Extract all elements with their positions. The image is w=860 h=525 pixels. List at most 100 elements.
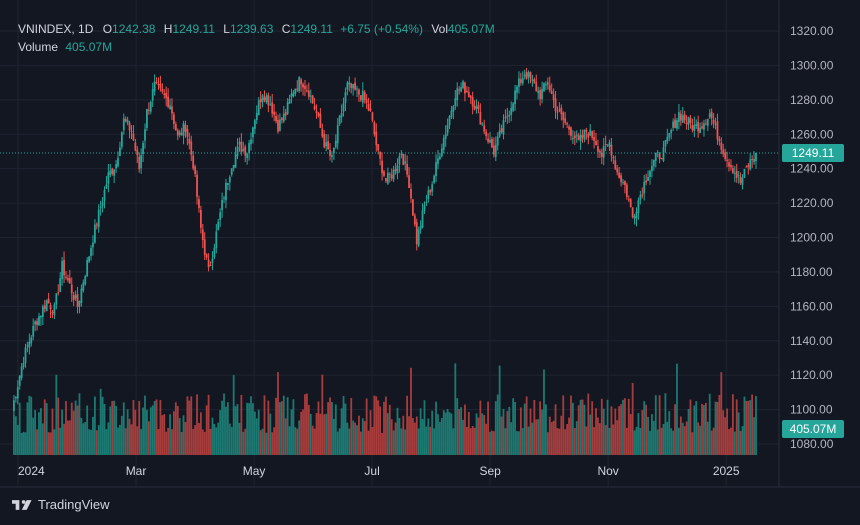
volume-bar [419, 408, 422, 455]
candle-body [581, 135, 584, 138]
candle-body [111, 168, 114, 174]
candle-body [527, 72, 530, 77]
volume-bar [413, 422, 416, 455]
volume-bar [219, 410, 222, 455]
candle-body [437, 158, 439, 164]
volume-bar [53, 429, 56, 455]
volume-bar [475, 413, 478, 455]
candle-body [502, 120, 505, 135]
candle-body [452, 106, 455, 112]
candle-body [165, 92, 168, 99]
volume-bar [412, 418, 414, 455]
volume-bar [294, 427, 297, 455]
volume-bar [587, 393, 590, 455]
volume-bar [279, 402, 281, 455]
ohlc-legend-row[interactable]: VNINDEX, 1D O1242.38 H1249.11 L1239.63 C… [18, 22, 495, 36]
volume-bar [519, 407, 522, 455]
volume-bar [78, 393, 81, 455]
volume-bar [18, 402, 21, 455]
candle-body [521, 77, 524, 84]
volume-bar [649, 430, 651, 455]
volume-bar [477, 417, 480, 455]
candle-body [402, 153, 405, 165]
candle-body [76, 294, 79, 307]
candle-body [444, 133, 447, 139]
volume-bar [502, 408, 505, 455]
candle-body [558, 109, 561, 111]
volume-bar [120, 415, 123, 455]
volume-legend-row[interactable]: Volume 405.07M [18, 38, 495, 56]
candle-body [703, 123, 705, 130]
volume-bar [541, 409, 543, 455]
high-value: 1249.11 [172, 22, 215, 36]
volume-bar [352, 420, 355, 455]
volume-bar [460, 407, 462, 455]
candle-body [361, 90, 364, 103]
candle-body [280, 118, 283, 121]
candle-body [433, 175, 436, 183]
candle-body [226, 182, 229, 185]
candle-body [346, 82, 349, 90]
candle-body [252, 127, 254, 138]
time-axis[interactable]: 2024 Mar May Jul Sep Nov 2025 [18, 464, 740, 478]
candle-body [201, 229, 204, 241]
volume-bar [238, 422, 241, 455]
candle-body [40, 315, 42, 318]
price-axis[interactable]: 1320.00 1300.00 1280.00 1260.00 1240.00 1220.… [790, 24, 834, 451]
candle-body [421, 210, 424, 228]
volume-bar [514, 401, 516, 455]
candle-body [119, 147, 121, 157]
volume-bar [564, 429, 567, 455]
candle-body [269, 104, 272, 106]
volume-bar [207, 394, 210, 455]
volume-bar [552, 420, 555, 455]
candle-body [236, 146, 239, 156]
volume-bar [159, 400, 162, 455]
volume-bar [533, 399, 536, 455]
candle-body [331, 155, 333, 158]
volume-bar [93, 396, 96, 455]
candle-body [383, 171, 385, 176]
vol-label: Vol [431, 22, 448, 36]
volume-bar [381, 432, 383, 455]
volume-bar [253, 411, 256, 455]
candle-body [566, 123, 569, 125]
volume-bar [217, 422, 220, 455]
interval-label[interactable]: 1D [78, 22, 94, 36]
candle-body [182, 123, 185, 136]
candle-body [462, 81, 464, 88]
tradingview-brand[interactable]: TradingView [12, 497, 110, 512]
volume-bar [209, 428, 212, 455]
volume-bar [199, 412, 202, 455]
candle-body [350, 83, 353, 89]
candle-body [325, 142, 328, 147]
volume-bar [26, 402, 29, 455]
volume-bar [144, 395, 146, 455]
volume-bar [311, 425, 314, 455]
candle-body [525, 72, 528, 79]
volume-bar [548, 416, 551, 455]
volume-bar [687, 408, 690, 455]
candle-body [120, 132, 123, 147]
candle-body [693, 125, 696, 132]
volume-bar [63, 423, 65, 455]
symbol-name[interactable]: VNINDEX [18, 22, 72, 36]
candle-body [697, 121, 700, 132]
candle-body [695, 124, 698, 126]
volume-bar [573, 427, 576, 455]
volume-bar [70, 402, 73, 455]
candle-body [701, 126, 703, 129]
candle-body [560, 107, 563, 115]
volume-bar [65, 401, 67, 455]
candle-body [704, 123, 707, 125]
candle-body [338, 115, 341, 125]
candle-body [652, 159, 655, 167]
volume-bar [43, 399, 46, 455]
candle-body [722, 149, 725, 155]
candle-body [467, 91, 470, 98]
volume-bar [354, 422, 356, 455]
candle-body [157, 83, 160, 86]
volume-bar [373, 395, 376, 455]
candle-body [217, 221, 220, 231]
